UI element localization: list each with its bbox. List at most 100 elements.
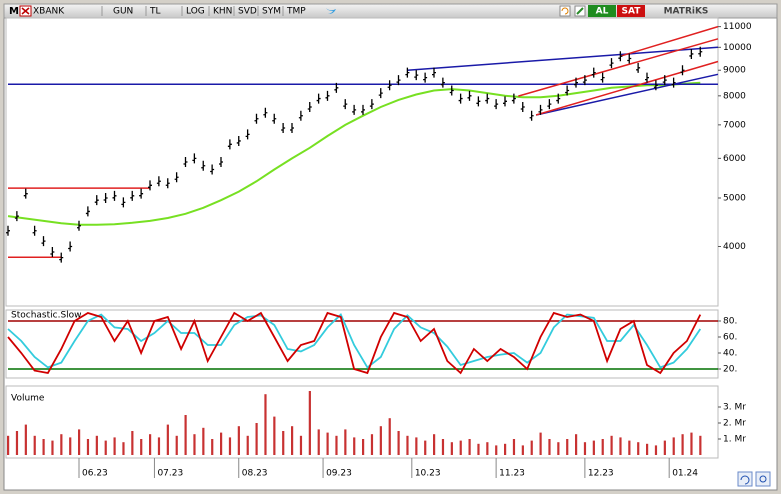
volume-bar [548, 439, 551, 455]
volume-bar [78, 429, 81, 455]
price-bar [281, 122, 286, 133]
price-bar [494, 99, 499, 110]
price-bar [671, 77, 676, 88]
toolbar-button[interactable]: TL [149, 7, 161, 17]
toolbar-button[interactable]: SYM [262, 7, 281, 17]
y-tick-label: 60. [723, 333, 737, 343]
sell-label[interactable]: SAT [622, 7, 642, 17]
y-tick-label: 4000 [723, 242, 746, 252]
symbol[interactable]: XBANK [33, 7, 65, 17]
volume-bar [441, 439, 445, 455]
volume-bar [583, 442, 587, 455]
price-bar [316, 93, 321, 104]
price-bar [254, 113, 259, 124]
price-bar [68, 241, 73, 252]
y-tick-label: 20. [723, 365, 737, 375]
price-bar [325, 90, 330, 101]
toolbar-button[interactable]: KHN [213, 7, 232, 17]
volume-bar [477, 443, 480, 455]
price-bar [627, 53, 632, 64]
price-bar [369, 99, 374, 110]
brand: MATRiKS [664, 7, 709, 17]
volume-bar [628, 440, 631, 455]
volume-bar [504, 443, 507, 455]
volume-bar [592, 440, 595, 455]
twitter-icon[interactable] [326, 8, 336, 14]
volume-bar [264, 394, 267, 455]
volume-bar [424, 440, 427, 455]
y-tick-label: 1. Mr [723, 435, 746, 445]
price-bar [618, 51, 623, 62]
price-bar [227, 139, 232, 150]
price-bar [210, 164, 215, 175]
sell-button[interactable] [617, 5, 645, 17]
price-bar [272, 113, 277, 124]
volume-bar [166, 424, 169, 455]
y-tick-label: 5000 [723, 193, 746, 203]
price-bar [636, 62, 641, 73]
volume-bar [104, 440, 107, 455]
y-tick-label: 40. [723, 349, 737, 359]
x-tick-label: 01.24 [672, 469, 698, 479]
volume-bar [7, 435, 10, 455]
toolbar-button[interactable]: GUN [113, 7, 133, 17]
volume-bar [379, 426, 382, 455]
close-glyph [21, 7, 30, 15]
panel-title: Stochastic.Slow [11, 311, 82, 321]
volume-bar [433, 434, 436, 455]
x-tick-label: 09.23 [326, 469, 352, 479]
indicator-line [7, 311, 702, 375]
refresh-icon[interactable] [559, 5, 571, 17]
price-bar [219, 157, 223, 168]
price-bar [121, 197, 126, 208]
settings-icon[interactable] [755, 471, 771, 487]
trend-line [535, 60, 719, 116]
volume-bar [637, 442, 640, 455]
trend-line [535, 73, 719, 116]
price-bar [414, 70, 419, 81]
volume-bar [539, 432, 542, 455]
price-bar [698, 46, 703, 57]
buy-label[interactable]: AL [596, 7, 609, 17]
volume-bar [362, 439, 365, 455]
volume-bar [566, 439, 569, 455]
price-bar [511, 93, 516, 104]
price-bar [192, 153, 197, 164]
volume-bar [459, 440, 462, 455]
price-bar [662, 75, 667, 86]
x-tick-label: 07.23 [157, 469, 183, 479]
price-bar [94, 195, 99, 206]
toolbar-button[interactable]: LOG [186, 7, 205, 17]
buy-button[interactable] [588, 5, 616, 17]
price-bar [263, 107, 268, 118]
volume-bar [69, 437, 72, 455]
volume-bar [681, 434, 684, 455]
volume-bar [370, 434, 374, 455]
toolbar-button[interactable]: SVD [238, 7, 257, 17]
price-bar [405, 67, 410, 78]
price-bar [538, 104, 543, 115]
menu-button[interactable]: M [9, 6, 19, 17]
volume-bar [397, 431, 400, 455]
x-tick-label: 11.23 [499, 469, 525, 479]
toolbar-button[interactable]: TMP [286, 7, 306, 17]
volume-bar [131, 431, 134, 455]
price-bar [14, 211, 19, 222]
moving-average [7, 81, 701, 226]
price-bar [440, 77, 445, 88]
x-tick-label: 12.23 [588, 469, 614, 479]
price-bar [449, 85, 454, 96]
price-bar [689, 48, 694, 59]
price-bar [334, 82, 339, 93]
price-bar [156, 176, 161, 187]
volume-bar [15, 431, 19, 455]
price-bar [458, 93, 463, 104]
price-bar [77, 220, 81, 231]
price-bar [236, 135, 241, 146]
volume-bar [140, 439, 143, 455]
toolbar-buttons: GUN TL LOG KHN SVD SYM TMP [101, 6, 306, 17]
price-bar [582, 75, 587, 86]
price-bar [41, 236, 46, 247]
price-bar [574, 77, 578, 88]
volume-bar [255, 423, 258, 455]
